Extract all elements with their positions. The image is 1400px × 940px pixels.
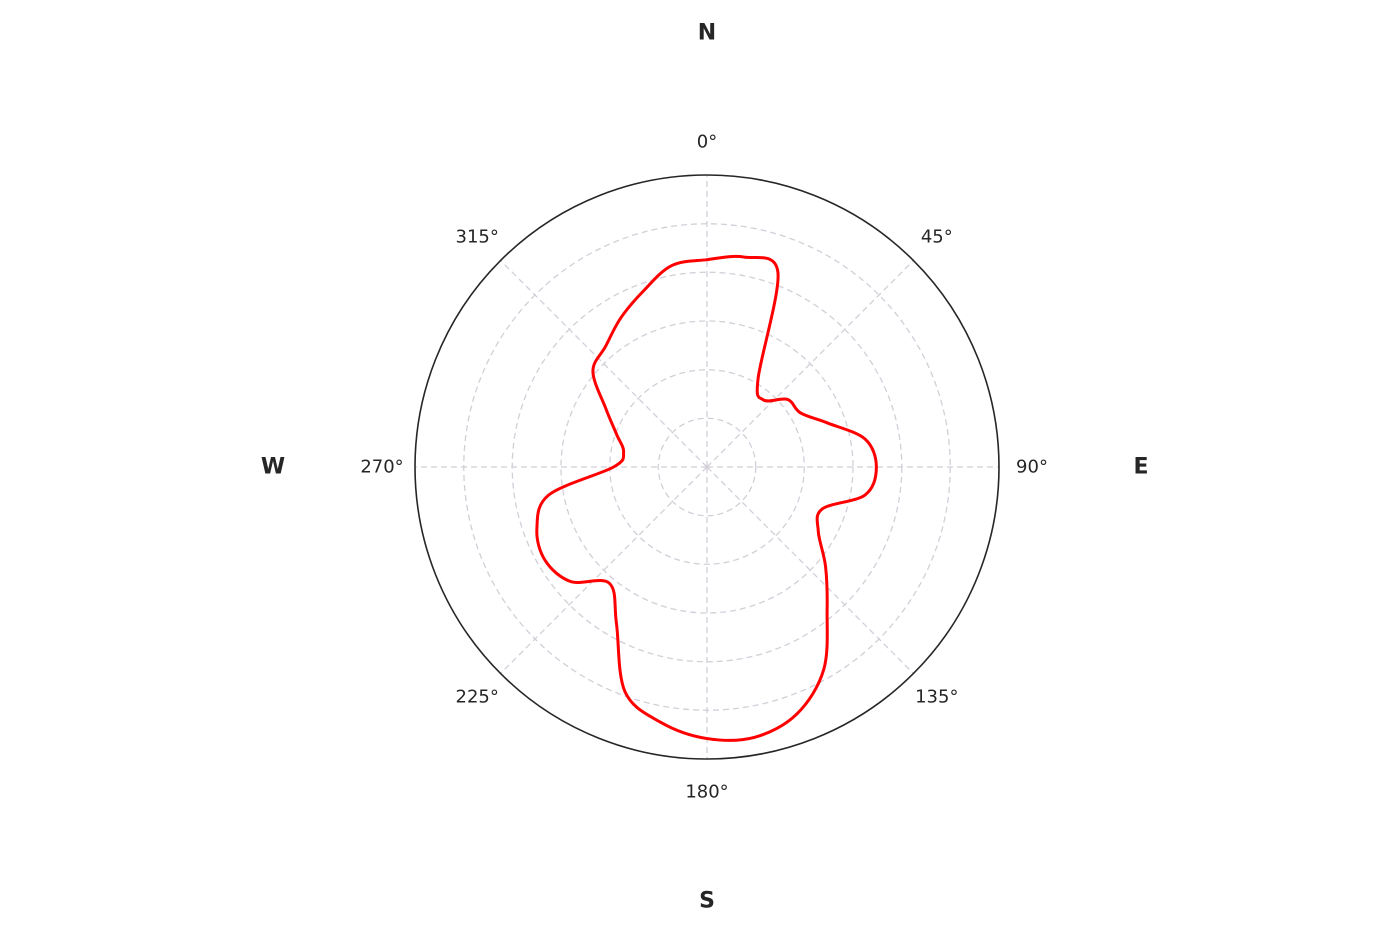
theta-tick-label-225: 225° bbox=[456, 686, 499, 707]
theta-tick-labels: 0° 45° 90° 135° 180° 225° 270° 315° bbox=[360, 132, 1048, 803]
compass-south-label: S bbox=[699, 889, 715, 914]
theta-tick-label-90: 90° bbox=[1016, 457, 1048, 478]
compass-west-label: W bbox=[261, 455, 285, 480]
grid-spoke-225 bbox=[500, 466, 708, 674]
theta-tick-label-45: 45° bbox=[921, 227, 953, 248]
compass-north-label: N bbox=[698, 21, 716, 46]
series-layer bbox=[535, 254, 878, 742]
theta-tick-label-270: 270° bbox=[360, 457, 403, 478]
theta-tick-label-180: 180° bbox=[685, 782, 728, 803]
compass-east-label: E bbox=[1133, 455, 1148, 480]
theta-tick-label-0: 0° bbox=[697, 132, 717, 153]
grid-spoke-315 bbox=[500, 260, 708, 468]
grid-ring-2 bbox=[609, 369, 805, 565]
polar-outer-ring bbox=[414, 174, 1000, 760]
grid-ring-1 bbox=[657, 417, 757, 517]
grid-spoke-45 bbox=[706, 260, 914, 468]
grid-spoke-135 bbox=[706, 466, 914, 674]
theta-tick-label-135: 135° bbox=[915, 686, 958, 707]
polar-grid bbox=[415, 175, 999, 759]
theta-tick-label-315: 315° bbox=[456, 227, 499, 248]
series-1-line bbox=[535, 254, 878, 742]
